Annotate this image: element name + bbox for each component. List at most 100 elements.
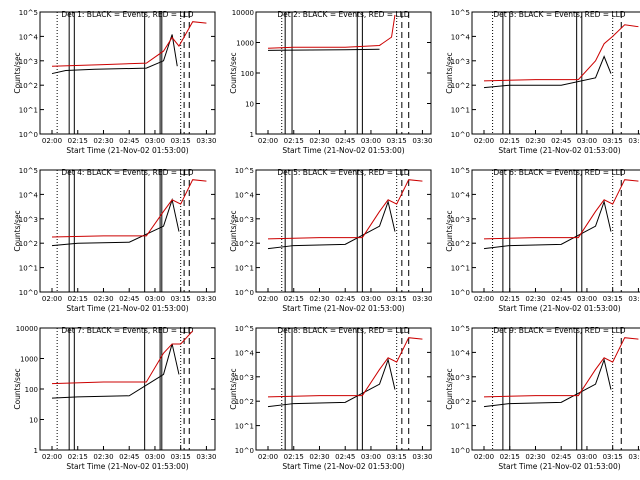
panel-title: Det 9: BLACK = Events, RED = LLD — [493, 326, 625, 335]
y-tick-label: 10000 — [16, 325, 38, 333]
x-tick-label: 02:45 — [119, 295, 139, 303]
y-tick-label: 10^5 — [451, 325, 470, 333]
y-tick-label: 10^2 — [235, 240, 254, 248]
x-axis-label: Start Time (21-Nov-02 01:53:00) — [498, 462, 620, 471]
panel-title: Det 7: BLACK = Events, RED = LLD — [61, 326, 193, 335]
y-tick-label: 10^3 — [451, 216, 470, 224]
y-tick-label: 10^3 — [451, 58, 470, 66]
x-tick-label: 02:00 — [474, 137, 494, 145]
y-tick-label: 10^0 — [19, 131, 38, 139]
panel-1: Det 1: BLACK = Events, RED = LLD 10^0 10^1… — [13, 9, 217, 155]
x-tick-label: 02:30 — [309, 453, 329, 461]
x-tick-label: 02:30 — [93, 137, 113, 145]
plot-frame — [255, 327, 432, 451]
x-tick-label: 03:30 — [628, 295, 640, 303]
y-tick-label: 10^4 — [451, 349, 471, 357]
x-tick-label: 02:45 — [335, 295, 355, 303]
y-tick-label: 10^2 — [19, 240, 38, 248]
events-series — [268, 48, 380, 51]
x-tick-label: 03:30 — [412, 295, 432, 303]
x-tick-label: 03:00 — [577, 453, 597, 461]
y-tick-label: 10^1 — [451, 423, 470, 431]
x-axis-label: Start Time (21-Nov-02 01:53:00) — [66, 462, 188, 471]
y-axis-label: Counts/sec — [229, 52, 238, 93]
y-tick-label: 10^0 — [451, 131, 470, 139]
x-tick-label: 02:00 — [42, 137, 62, 145]
x-tick-label: 03:15 — [171, 137, 191, 145]
x-tick-label: 03:15 — [387, 295, 407, 303]
panel-6: Det 6: BLACK = Events, RED = LLD 10^0 10^1… — [445, 167, 640, 313]
lld-series — [267, 14, 396, 49]
y-tick-label: 10^2 — [235, 398, 254, 406]
x-tick-label: 03:00 — [577, 295, 597, 303]
y-axis-label: Counts/sec — [229, 210, 238, 251]
x-tick-label: 03:15 — [387, 137, 407, 145]
lld-series — [51, 179, 207, 238]
plot-frame — [39, 169, 216, 293]
x-tick-label: 03:30 — [196, 295, 216, 303]
y-tick-label: 10^1 — [451, 265, 470, 273]
x-tick-label: 03:30 — [196, 137, 216, 145]
events-series — [267, 357, 396, 408]
x-tick-label: 03:30 — [412, 137, 432, 145]
x-axis-label: Start Time (21-Nov-02 01:53:00) — [498, 304, 620, 313]
x-axis-label: Start Time (21-Nov-02 01:53:00) — [282, 304, 404, 313]
x-tick-label: 03:00 — [361, 137, 381, 145]
x-tick-label: 03:15 — [603, 137, 623, 145]
y-tick-label: 1 — [34, 447, 38, 455]
y-axis-label: Counts/sec — [229, 368, 238, 409]
x-axis-label: Start Time (21-Nov-02 01:53:00) — [282, 146, 404, 155]
y-tick-label: 10^4 — [235, 349, 255, 357]
x-tick-label: 02:45 — [335, 453, 355, 461]
x-tick-label: 03:15 — [171, 295, 191, 303]
x-tick-label: 02:45 — [335, 137, 355, 145]
x-tick-label: 02:00 — [474, 295, 494, 303]
x-tick-label: 02:45 — [551, 137, 571, 145]
x-tick-label: 02:00 — [258, 453, 278, 461]
panel-7: Det 7: BLACK = Events, RED = LLD 1 10 100 10… — [13, 325, 217, 471]
x-tick-label: 02:45 — [551, 453, 571, 461]
y-tick-label: 10^3 — [451, 374, 470, 382]
y-tick-label: 100 — [25, 386, 38, 394]
x-tick-label: 02:15 — [500, 295, 520, 303]
y-tick-label: 10^4 — [451, 191, 471, 199]
y-tick-label: 10^1 — [19, 107, 38, 115]
y-axis-label: Counts/sec — [13, 368, 22, 409]
panel-title: Det 2: BLACK = Events, RED = LLD — [277, 10, 409, 19]
y-tick-label: 10^5 — [19, 167, 38, 175]
x-tick-label: 03:30 — [628, 453, 640, 461]
y-tick-label: 10^3 — [235, 374, 254, 382]
x-tick-label: 02:15 — [500, 453, 520, 461]
panel-9: Det 9: BLACK = Events, RED = LLD 10^0 10^1… — [445, 325, 640, 471]
x-tick-label: 03:00 — [361, 453, 381, 461]
x-tick-label: 02:30 — [309, 137, 329, 145]
y-axis-label: Counts/sec — [445, 52, 454, 93]
x-axis-label: Start Time (21-Nov-02 01:53:00) — [66, 146, 188, 155]
x-tick-label: 02:00 — [42, 295, 62, 303]
panel-8: Det 8: BLACK = Events, RED = LLD 10^0 10^1… — [229, 325, 433, 471]
y-tick-label: 100 — [241, 70, 254, 78]
x-tick-label: 03:30 — [628, 137, 640, 145]
y-tick-label: 10000 — [232, 9, 254, 17]
x-tick-label: 02:15 — [284, 137, 304, 145]
x-tick-label: 02:15 — [68, 453, 88, 461]
plot-frame — [39, 11, 216, 135]
lld-series — [51, 21, 207, 67]
y-tick-label: 10 — [29, 417, 38, 425]
panel-5: Det 5: BLACK = Events, RED = LLD 10^0 10^1… — [229, 167, 433, 313]
y-tick-label: 1 — [250, 131, 254, 139]
events-series — [483, 357, 612, 408]
y-tick-label: 10^1 — [19, 265, 38, 273]
x-tick-label: 02:00 — [258, 295, 278, 303]
y-tick-label: 10^2 — [451, 82, 470, 90]
y-tick-label: 10^5 — [451, 167, 470, 175]
lld-series — [51, 330, 194, 385]
x-tick-label: 02:30 — [93, 453, 113, 461]
x-tick-label: 03:00 — [361, 295, 381, 303]
y-axis-label: Counts/sec — [13, 210, 22, 251]
y-tick-label: 10^3 — [19, 58, 38, 66]
y-axis-label: Counts/sec — [13, 52, 22, 93]
y-tick-label: 10^5 — [235, 167, 254, 175]
y-tick-label: 10^1 — [451, 107, 470, 115]
y-tick-label: 10^2 — [19, 82, 38, 90]
